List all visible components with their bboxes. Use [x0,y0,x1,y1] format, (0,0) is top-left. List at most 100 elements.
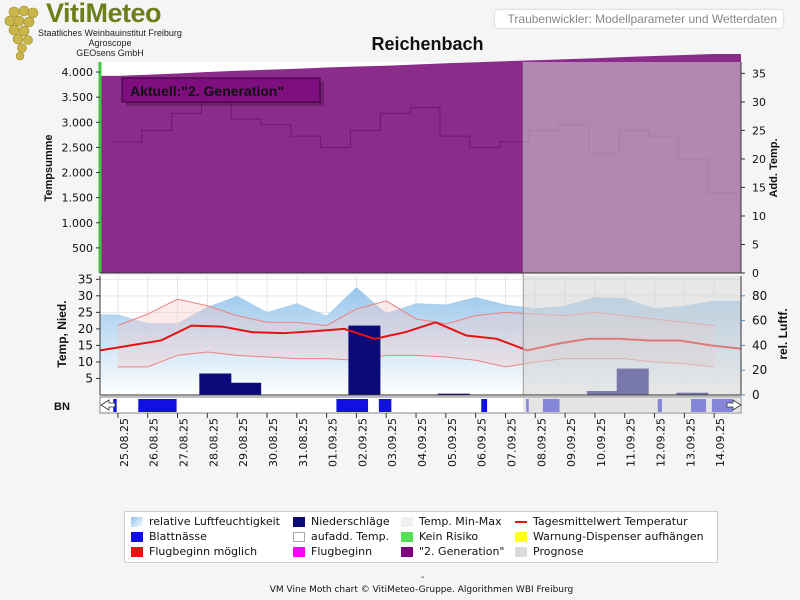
org-line-2: Agroscope [88,38,132,48]
legend-label: Warnung-Dispenser aufhängen [533,530,704,543]
date-tick-label: 11.09.25 [625,418,638,467]
leaf-wetness-bar [336,399,369,412]
legend-swatch [401,532,413,542]
legend-label: aufadd. Temp. [311,530,390,543]
bn-label: BN [54,401,70,413]
weather-tick-label: 20 [78,322,93,336]
precip-bar [199,373,232,395]
date-tick-label: 13.09.25 [684,418,697,467]
date-tick-label: 09.09.25 [565,418,578,467]
date-tick-label: 26.08.25 [148,418,161,467]
humidity-tick-label: 60 [752,314,767,328]
humidity-tick-label: 40 [752,338,767,352]
addtemp-tick-label: 30 [752,96,766,109]
date-tick-label: 29.08.25 [237,418,250,467]
legend-swatch [293,532,305,542]
leaf-wetness-bar [481,399,488,412]
annotation-text: Aktuell:"2. Generation" [130,83,284,99]
weather-ylabel: Temp, Nied. [55,300,69,367]
tempsum-tick-label: 500 [72,242,93,255]
legend-label: relative Luftfeuchtigkeit [149,515,280,528]
precip-bar [437,393,470,395]
addtemp-tick-label: 10 [752,210,766,223]
legend-swatch [131,532,143,542]
copyright-footer: VM Vine Moth chart © VitiMeteo-Gruppe. A… [269,585,574,595]
humidity-tick-label: 20 [752,363,767,377]
legend-label: "2. Generation" [419,545,505,558]
legend-label: Tagesmittelwert Temperatur [533,515,688,528]
prognose-overlay-weather [523,276,741,395]
tempsum-tick-label: 1.500 [62,192,94,205]
leaf-wetness-bar [138,399,177,412]
legend-swatch [131,517,143,527]
legend-label: Niederschläge [311,515,390,528]
date-tick-label: 04.09.25 [416,418,429,467]
tempsum-tick-label: 2.500 [62,141,94,154]
date-tick-label: 10.09.25 [595,418,608,467]
tempsum-ylabel: Tempsumme [43,134,55,201]
date-tick-label: 27.08.25 [178,418,191,467]
tempsum-tick-label: 1.000 [62,217,94,230]
date-tick-label: 08.09.25 [535,418,548,467]
addtemp-tick-label: 0 [752,267,759,280]
org-line-1: Staatliches Weinbauinstitut Freiburg [38,28,182,38]
date-tick-label: 25.08.25 [118,418,131,467]
precip-bar [348,325,381,395]
leaf-wetness-bar [378,399,392,412]
addtemp-ylabel: Add. Temp. [768,138,780,197]
humidity-ylabel: rel. Luftf. [776,308,790,359]
weather-tick-label: 15 [78,338,93,352]
tempsum-tick-label: 2.000 [62,167,94,180]
legend-label: Flugbeginn möglich [149,545,258,558]
humidity-tick-label: 0 [752,388,760,402]
weather-tick-label: 25 [78,305,93,319]
chart-legend: relative Luftfeuchtigkeit Niederschläge … [124,511,718,563]
brand-name: VitiMeteo [46,0,162,28]
humidity-tick-label: 80 [752,289,767,303]
date-tick-label: 03.09.25 [386,418,399,467]
legend-swatch [515,547,527,557]
date-tick-label: 01.09.25 [327,418,340,467]
date-tick-label: 30.08.25 [267,418,280,467]
legend-swatch [293,547,305,557]
station-title: Reichenbach [371,34,484,54]
weather-tick-label: 5 [85,371,93,385]
legend-swatch [515,532,527,542]
prognose-overlay-top [523,62,741,273]
weather-tick-label: 35 [78,272,93,286]
addtemp-tick-label: 20 [752,153,766,166]
annotation-box [121,77,321,103]
precip-bar [229,382,262,395]
tempsum-tick-label: 3.500 [62,91,94,104]
date-tick-label: 05.09.25 [446,418,459,467]
date-tick-label: 02.09.25 [356,418,369,467]
legend-label: Temp. Min-Max [419,515,502,528]
scroll-right-handle[interactable] [726,399,742,411]
addtemp-tick-label: 15 [752,181,766,194]
legend-swatch [401,547,413,557]
date-tick-label: 12.09.25 [655,418,668,467]
legend-swatch [401,517,413,527]
scroll-left-handle[interactable] [100,399,116,411]
page-title: Traubenwickler: Modellparameter und Wett… [495,10,783,28]
date-tick-label: 31.08.25 [297,418,310,467]
legend-label: Flugbeginn [311,545,373,558]
tempsum-tick-label: 4.000 [62,66,94,79]
weather-tick-label: 30 [78,289,93,303]
prognose-overlay [522,62,741,412]
legend-swatch [515,521,527,523]
date-tick-label: 07.09.25 [505,418,518,467]
legend-label: Prognose [533,545,584,558]
footer-dash: - [421,572,425,583]
vitimeteo-logo: VitiMeteo Staatliches Weinbauinstitut Fr… [0,0,190,62]
legend-label: Blattnässe [149,530,207,543]
org-line-3: GEOsens GmbH [76,48,144,58]
date-tick-label: 28.08.25 [207,418,220,467]
tick-labels: 5001.0001.5002.0002.5003.0003.5004.00005… [62,66,768,467]
legend-swatch [293,517,305,527]
legend-label: Kein Risiko [419,530,479,543]
tempsum-tick-label: 3.000 [62,116,94,129]
date-tick-label: 14.09.25 [714,418,727,467]
addtemp-tick-label: 35 [752,67,766,80]
